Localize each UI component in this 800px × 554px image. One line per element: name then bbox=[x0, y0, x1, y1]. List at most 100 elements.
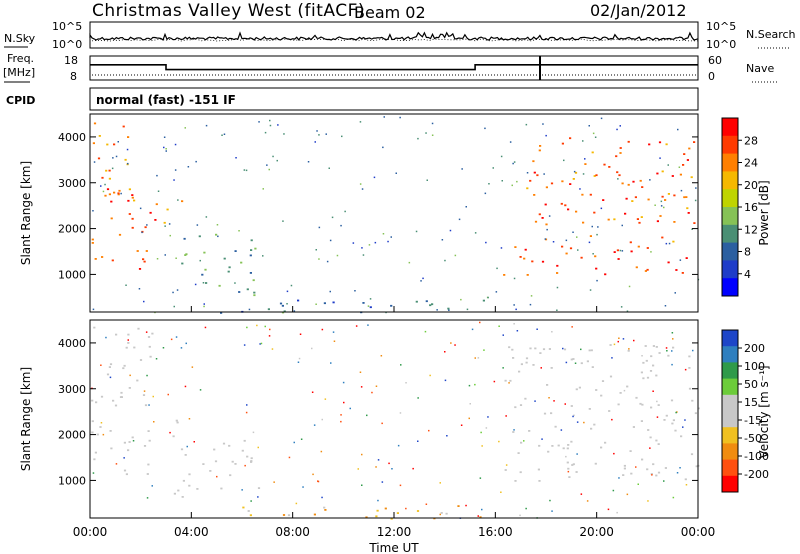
velocity-cell bbox=[550, 367, 553, 369]
power-noise-cell bbox=[307, 161, 310, 163]
power-cell bbox=[607, 218, 610, 221]
velocity-cell bbox=[632, 426, 635, 428]
velocity-noise-cell bbox=[321, 496, 323, 499]
velocity-cell bbox=[133, 346, 136, 349]
power-cell bbox=[616, 249, 619, 252]
velocity-cell bbox=[188, 484, 191, 487]
power-cell bbox=[672, 240, 675, 243]
power-noise-cell bbox=[619, 249, 622, 252]
power-cell bbox=[632, 180, 635, 183]
power-noise-cell bbox=[100, 185, 102, 187]
velocity-cell bbox=[588, 408, 591, 410]
velocity-cell bbox=[525, 357, 529, 360]
power-cbar-swatch bbox=[722, 189, 738, 208]
velocity-cell bbox=[538, 480, 541, 482]
velocity-noise-cell bbox=[541, 438, 543, 440]
power-cbar-swatch bbox=[722, 260, 738, 279]
power-cell bbox=[127, 199, 130, 202]
velocity-cell bbox=[688, 355, 691, 358]
velocity-cell bbox=[109, 363, 113, 366]
power-noise-cell bbox=[272, 155, 274, 158]
power-noise-cell bbox=[556, 286, 559, 289]
power-noise-cell bbox=[592, 253, 594, 255]
power-cell bbox=[252, 279, 255, 282]
velocity-cell bbox=[114, 404, 118, 407]
power-noise-cell bbox=[120, 192, 122, 195]
power-cell bbox=[240, 261, 243, 264]
velocity-cell bbox=[642, 361, 645, 364]
power-noise-cell bbox=[596, 279, 598, 282]
velocity-cell bbox=[580, 362, 583, 365]
power-cell bbox=[627, 183, 630, 186]
power-noise-cell bbox=[286, 303, 288, 305]
velocity-cbar-tick-label: 200 bbox=[744, 342, 765, 355]
velocity-noise-cell bbox=[465, 504, 467, 507]
power-cell bbox=[646, 247, 649, 249]
power-noise-cell bbox=[383, 116, 385, 118]
velocity-cell bbox=[691, 399, 694, 402]
velocity-noise-cell bbox=[500, 491, 502, 493]
power-cell bbox=[246, 288, 249, 291]
power-cell bbox=[154, 219, 157, 221]
velocity-cell bbox=[644, 345, 647, 347]
power-noise-cell bbox=[318, 134, 320, 136]
velocity-noise-cell bbox=[132, 440, 135, 442]
power-noise-cell bbox=[325, 133, 327, 135]
noise-search-series bbox=[89, 38, 698, 42]
power-cell bbox=[131, 194, 134, 196]
power-noise-cell bbox=[117, 141, 119, 143]
power-noise-cell bbox=[431, 134, 434, 136]
velocity-cell bbox=[655, 439, 658, 442]
velocity-cell bbox=[520, 441, 523, 444]
velocity-noise-cell bbox=[257, 446, 259, 449]
power-cell bbox=[110, 217, 113, 220]
velocity-noise-cell bbox=[652, 390, 654, 392]
power-noise-cell bbox=[573, 170, 576, 173]
velocity-cell bbox=[177, 489, 180, 492]
power-noise-cell bbox=[245, 169, 248, 172]
velocity-noise-cell bbox=[649, 447, 651, 449]
velocity-noise-cell bbox=[357, 468, 359, 470]
velocity-noise-cell bbox=[635, 466, 637, 468]
power-marks bbox=[91, 116, 700, 314]
power-cell bbox=[534, 220, 538, 223]
power-noise-cell bbox=[552, 241, 555, 243]
velocity-cell bbox=[674, 429, 677, 432]
power-cell bbox=[545, 223, 548, 226]
velocity-noise-cell bbox=[576, 421, 579, 423]
velocity-noise-cell bbox=[100, 422, 103, 424]
velocity-cell bbox=[243, 439, 246, 442]
velocity-cell bbox=[623, 464, 626, 467]
power-noise-cell bbox=[111, 167, 114, 170]
power-cbar-swatch bbox=[722, 224, 738, 244]
velocity-cell bbox=[202, 463, 205, 465]
velocity-cell bbox=[543, 412, 547, 415]
power-cell bbox=[228, 266, 231, 269]
power-cell bbox=[550, 182, 554, 185]
velocity-noise-cell bbox=[311, 347, 313, 350]
velocity-cell bbox=[518, 370, 521, 373]
velocity-noise-cell bbox=[641, 355, 643, 357]
power-cell bbox=[254, 247, 257, 250]
velocity-noise-cell bbox=[417, 440, 419, 442]
power-cell bbox=[648, 143, 651, 146]
velocity-cell bbox=[106, 373, 110, 376]
velocity-cell bbox=[640, 420, 643, 422]
power-cell bbox=[561, 245, 564, 248]
velocity-cell bbox=[688, 387, 692, 390]
velocity-cell bbox=[94, 451, 97, 454]
power-noise-cell bbox=[194, 283, 197, 286]
power-noise-cell bbox=[382, 146, 384, 149]
power-cbar-tick-label: 8 bbox=[744, 246, 751, 259]
velocity-cbar-swatch bbox=[722, 378, 738, 396]
power-noise-cell bbox=[460, 298, 462, 301]
velocity-noise-cell bbox=[269, 328, 271, 331]
velocity-cell bbox=[655, 374, 658, 377]
power-cell bbox=[250, 249, 253, 251]
power-noise-cell bbox=[572, 231, 574, 233]
velocity-cell bbox=[112, 399, 115, 402]
noise-sky-label: N.Sky bbox=[4, 32, 36, 45]
power-noise-cell bbox=[174, 143, 177, 146]
velocity-cell bbox=[148, 345, 151, 348]
power-cell bbox=[529, 179, 532, 182]
